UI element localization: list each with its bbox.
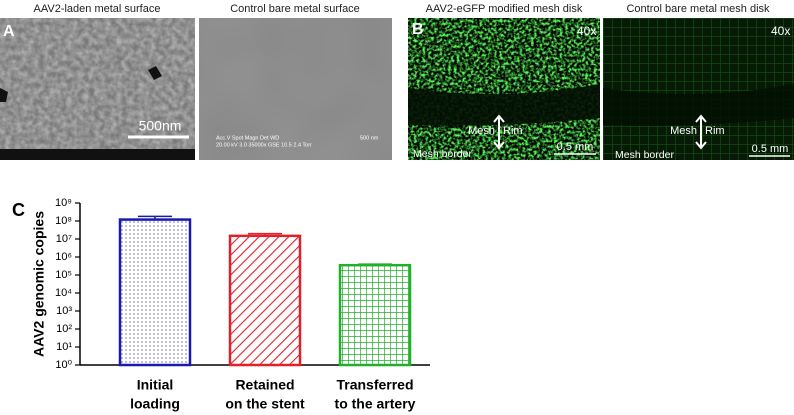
rim-label: Rim [503, 125, 523, 137]
panel-label: C [12, 200, 25, 220]
x-tick-label: to the artery [335, 396, 416, 412]
bar [118, 218, 192, 367]
y-tick-label: 10¹ [56, 341, 72, 353]
mesh-label: Mesh [468, 125, 495, 137]
y-tick-label: 10² [56, 323, 72, 335]
scale-label: 0.5 mm [752, 143, 789, 155]
border-label: Mesh border [615, 149, 674, 161]
image-title: Control bare metal surface [230, 3, 360, 15]
fluorescence-image [603, 18, 794, 160]
y-tick-label: 10⁶ [55, 251, 72, 263]
arrow-head [493, 114, 505, 150]
scale-label: 500 nm [360, 135, 379, 141]
panel-label: A [3, 23, 15, 40]
y-tick-label: 10⁸ [55, 215, 72, 227]
y-tick-label: 10⁷ [56, 233, 72, 245]
x-tick-label: Transferred [336, 377, 413, 393]
y-tick-label: 10⁹ [55, 197, 72, 209]
bar [228, 234, 302, 367]
bar [338, 263, 412, 367]
sem-texture [0, 18, 195, 160]
y-tick-label: 10⁴ [55, 287, 72, 299]
info-strip [0, 149, 195, 160]
image-title: Control bare metal mesh disk [626, 3, 770, 15]
scale-label: 0.5 mm [557, 141, 594, 153]
rim-band [603, 84, 794, 126]
magnification: 40x [577, 24, 596, 38]
sem-info: Acc.V Spot Magn Det WD [216, 135, 279, 141]
x-tick-label: on the stent [225, 396, 305, 412]
rim-label: Rim [705, 125, 725, 137]
x-tick-label: loading [130, 396, 180, 412]
sem-texture [199, 18, 392, 160]
arrow-head [695, 114, 707, 150]
scale-label: 500nm [139, 118, 182, 134]
sem-info: 20.00 kV 3.0 35000x GSE 10.5 2.4 Torr [216, 142, 312, 148]
x-tick-label: Retained [235, 377, 294, 393]
y-tick-label: 10⁵ [55, 269, 72, 281]
y-axis-label: AAV2 genomic copies [31, 211, 47, 357]
mesh-label: Mesh [670, 125, 697, 137]
magnification: 40x [771, 24, 790, 38]
rim-band [408, 84, 600, 126]
border-label: Mesh border [413, 148, 472, 160]
image-title: AAV2-laden metal surface [34, 3, 161, 15]
x-tick-label: Initial [137, 377, 174, 393]
image-title: AAV2-eGFP modified mesh disk [426, 3, 583, 15]
gfp-signal [408, 18, 600, 160]
y-tick-label: 10³ [56, 305, 72, 317]
y-tick-label: 10⁰ [55, 359, 72, 371]
panel-label: B [412, 21, 424, 38]
